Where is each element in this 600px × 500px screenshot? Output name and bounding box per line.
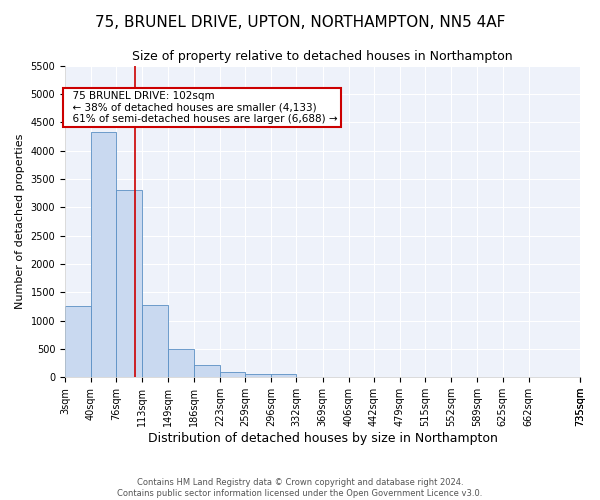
Y-axis label: Number of detached properties: Number of detached properties <box>15 134 25 309</box>
Text: Contains HM Land Registry data © Crown copyright and database right 2024.
Contai: Contains HM Land Registry data © Crown c… <box>118 478 482 498</box>
Text: 75, BRUNEL DRIVE, UPTON, NORTHAMPTON, NN5 4AF: 75, BRUNEL DRIVE, UPTON, NORTHAMPTON, NN… <box>95 15 505 30</box>
Bar <box>91 132 116 377</box>
Bar <box>142 304 168 377</box>
Bar <box>271 374 296 377</box>
Bar <box>220 372 245 377</box>
X-axis label: Distribution of detached houses by size in Northampton: Distribution of detached houses by size … <box>148 432 497 445</box>
Bar <box>245 374 271 377</box>
Bar <box>296 376 323 377</box>
Title: Size of property relative to detached houses in Northampton: Size of property relative to detached ho… <box>132 50 513 63</box>
Bar <box>194 365 220 377</box>
Bar <box>116 190 142 377</box>
Text: 75 BRUNEL DRIVE: 102sqm
  ← 38% of detached houses are smaller (4,133)
  61% of : 75 BRUNEL DRIVE: 102sqm ← 38% of detache… <box>67 91 338 124</box>
Bar <box>65 306 91 377</box>
Bar <box>168 350 194 377</box>
